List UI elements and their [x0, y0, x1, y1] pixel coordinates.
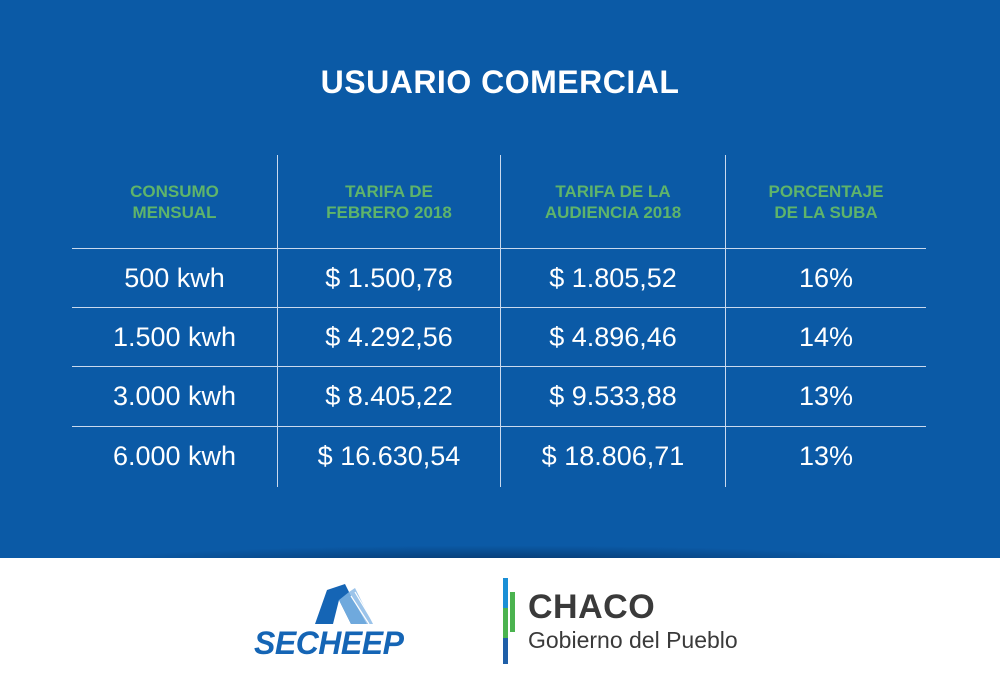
row-divider — [72, 426, 926, 427]
table-cell-porcentaje: 13% — [798, 440, 854, 471]
chaco-logo-name: CHACO — [528, 588, 656, 626]
header-consumo: CONSUMO MENSUAL — [130, 182, 219, 222]
table-cell-tarifa-febrero: $ 8.405,22 — [325, 380, 453, 411]
table-cell-tarifa-febrero: $ 1.500,78 — [325, 262, 453, 293]
header-porcentaje: PORCENTAJE DE LA SUBA — [768, 182, 884, 222]
column-divider — [725, 155, 726, 487]
table-cell-consumo: 3.000 kwh — [112, 380, 237, 411]
column-divider — [277, 155, 278, 487]
table-cell-consumo: 6.000 kwh — [112, 440, 237, 471]
table-cell-tarifa-febrero: $ 4.292,56 — [325, 321, 453, 352]
header-tarifa-febrero: TARIFA DE FEBRERO 2018 — [326, 182, 452, 222]
row-divider — [72, 248, 926, 249]
page-title: USUARIO COMERCIAL — [320, 64, 680, 100]
chaco-logo-subtitle: Gobierno del Pueblo — [528, 627, 738, 653]
column-divider — [500, 155, 501, 487]
table-cell-porcentaje: 16% — [798, 262, 854, 293]
tariff-table: CONSUMO MENSUAL TARIFA DE FEBRERO 2018 T… — [72, 155, 926, 487]
table-cell-tarifa-audiencia: $ 9.533,88 — [549, 380, 677, 411]
secheep-logo-text: SECHEEP — [254, 625, 404, 661]
row-divider — [72, 307, 926, 308]
table-cell-consumo: 1.500 kwh — [112, 321, 237, 352]
table-cell-tarifa-febrero: $ 16.630,54 — [317, 440, 461, 471]
secheep-logo-icon — [315, 584, 374, 625]
table-cell-porcentaje: 13% — [798, 380, 854, 411]
table-cell-tarifa-audiencia: $ 4.896,46 — [549, 321, 677, 352]
chaco-logo-icon — [503, 578, 515, 664]
table-cell-tarifa-audiencia: $ 18.806,71 — [541, 440, 685, 471]
table-cell-consumo: 500 kwh — [124, 262, 225, 293]
row-divider — [72, 366, 926, 367]
table-cell-tarifa-audiencia: $ 1.805,52 — [549, 262, 677, 293]
footer — [0, 558, 1000, 688]
table-cell-porcentaje: 14% — [798, 321, 854, 352]
header-tarifa-audiencia: TARIFA DE LA AUDIENCIA 2018 — [544, 182, 682, 222]
